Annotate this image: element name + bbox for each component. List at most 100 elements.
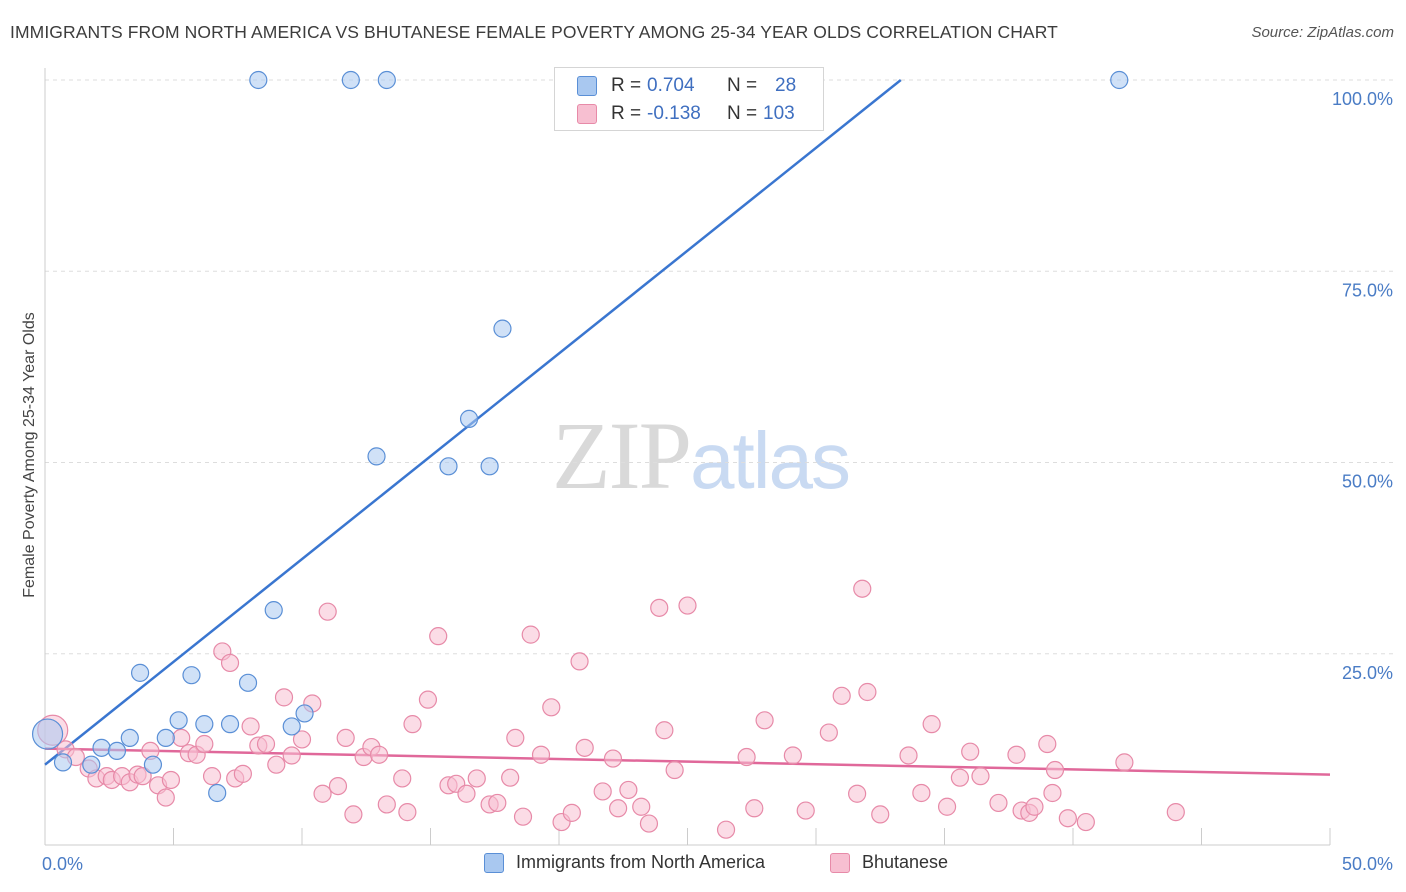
point-bhutanese [220,653,240,673]
point-bhutanese [650,598,669,617]
legend-n-label: N = [727,75,758,96]
point-bhutanese [562,803,581,822]
point-immigrants-north-america [169,711,188,730]
watermark-zip: ZIP [552,402,692,509]
point-bhutanese [292,730,312,749]
point-immigrants-north-america [53,753,73,772]
point-bhutanese [256,734,276,754]
bottom-legend-label-series1: Immigrants from North America [516,852,766,872]
point-bhutanese [783,746,802,765]
point-bhutanese [328,776,348,796]
point-bhutanese [467,769,486,788]
point-immigrants-north-america [92,738,111,757]
point-bhutanese [1025,797,1044,816]
point-bhutanese [1058,809,1077,828]
point-bhutanese [318,602,337,621]
point-bhutanese [418,690,438,709]
point-bhutanese [570,652,589,671]
point-bhutanese [506,728,525,748]
point-bhutanese [172,728,191,748]
point-immigrants-north-america [130,663,150,682]
source-label: Source: ZipAtlas.com [1251,24,1394,41]
point-bhutanese [542,698,561,717]
point-bhutanese [665,760,684,780]
bottom-legend-series2: Bhutanese [830,852,948,873]
point-bhutanese [848,784,867,803]
point-bhutanese [195,734,214,754]
point-bhutanese [796,801,815,820]
point-bhutanese [274,688,294,707]
point-bhutanese [398,803,417,822]
legend-n-value: 103 [763,103,795,124]
point-bhutanese [488,793,507,813]
y-tick-label: 100.0% [1332,89,1393,109]
y-tick-label: 75.0% [1342,280,1393,300]
point-immigrants-north-america [264,601,283,620]
point-bhutanese [267,755,286,774]
point-immigrants-north-america [295,704,314,723]
point-bhutanese [1166,803,1185,822]
point-bhutanese [989,793,1008,813]
point-bhutanese [313,784,332,803]
point-bhutanese [971,767,990,786]
data-points [31,70,1185,839]
point-bhutanese [593,782,612,801]
chart-title: IMMIGRANTS FROM NORTH AMERICA VS BHUTANE… [10,22,1058,42]
point-bhutanese [632,797,651,816]
point-bhutanese [961,742,980,761]
point-bhutanese [755,711,774,730]
watermark: ZIPatlas [552,400,851,511]
legend-r-label: R = [611,103,642,124]
point-bhutanese [156,788,175,807]
tick-labels: 25.0% 50.0% 75.0% 100.0% 0.0% 50.0% [42,89,1393,874]
point-bhutanese [819,723,838,742]
point-immigrants-north-america [367,447,386,466]
legend-swatch-series2 [577,104,597,124]
point-bhutanese [1043,783,1062,803]
point-bhutanese [336,728,355,748]
point-bhutanese [377,795,396,814]
point-bhutanese [832,686,851,705]
point-immigrants-north-america [182,666,201,685]
point-bhutanese [344,805,363,824]
legend-row-series2: R = -0.138 N = 103 [577,102,795,126]
legend-r-value: -0.138 [647,103,701,124]
point-immigrants-north-america [282,717,301,736]
point-bhutanese [531,745,551,764]
point-bhutanese [619,780,638,800]
x-tick-label: 50.0% [1342,854,1393,874]
point-immigrants-north-america [195,715,214,734]
point-bhutanese [161,770,181,790]
axes [44,68,1331,846]
point-immigrants-north-america [156,728,175,748]
point-bhutanese [429,627,448,646]
legend: R = 0.704 N = 28 R = -0.138 N = 103 [554,67,824,131]
point-bhutanese [639,814,659,833]
y-tick-label: 25.0% [1342,663,1393,683]
point-immigrants-north-america [459,409,479,428]
point-bhutanese [513,807,533,826]
watermark-atlas: atlas [690,416,851,505]
point-immigrants-north-america [439,457,458,476]
point-immigrants-north-america [220,715,240,734]
point-bhutanese [501,768,520,787]
point-bhutanese [575,738,594,757]
point-bhutanese [655,721,674,740]
trend-lines [44,79,1331,776]
x-tick-label: 0.0% [42,854,83,874]
point-bhutanese [1038,734,1057,754]
point-immigrants-north-america [208,783,227,803]
point-bhutanese [678,596,697,615]
point-immigrants-north-america [238,673,258,692]
point-bhutanese [609,799,628,818]
point-bhutanese [1045,760,1065,780]
point-bhutanese [899,746,918,765]
point-immigrants-north-america [120,728,139,748]
legend-n-label: N = [727,103,758,124]
point-bhutanese [716,820,736,839]
legend-r-label: R = [611,75,642,96]
point-bhutanese [1115,753,1134,772]
point-bhutanese [457,784,476,803]
point-bhutanese [133,767,152,786]
